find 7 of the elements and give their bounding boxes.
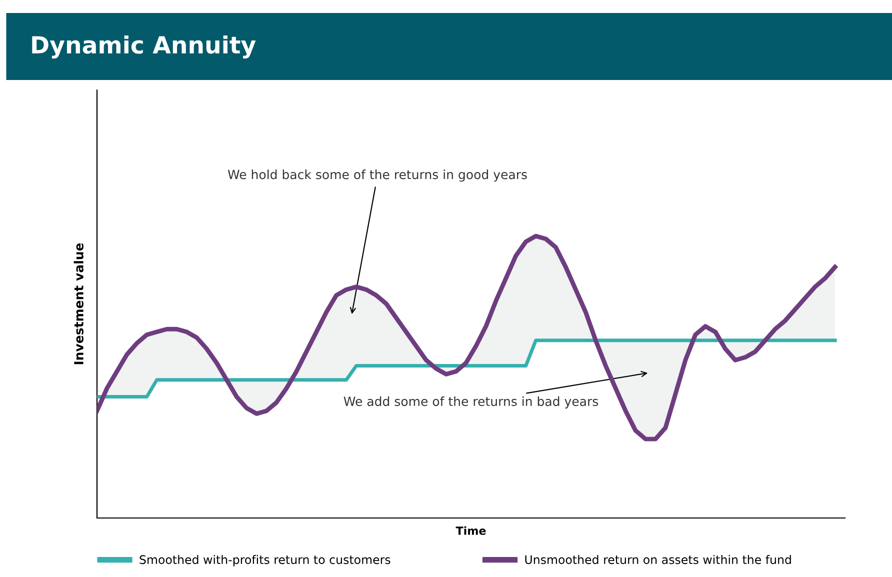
y-axis-title: Investment value	[74, 243, 84, 364]
legend-label: Smoothed with-profits return to customers	[140, 554, 390, 566]
chart-title: Dynamic Annuity	[32, 35, 256, 59]
annotation: We add some of the returns in bad years	[344, 396, 598, 408]
legend-label: Unsmoothed return on assets within the fund	[525, 554, 791, 564]
text: We hold back some of the returns in good years	[228, 170, 527, 182]
x-axis-title: Time	[456, 526, 486, 535]
